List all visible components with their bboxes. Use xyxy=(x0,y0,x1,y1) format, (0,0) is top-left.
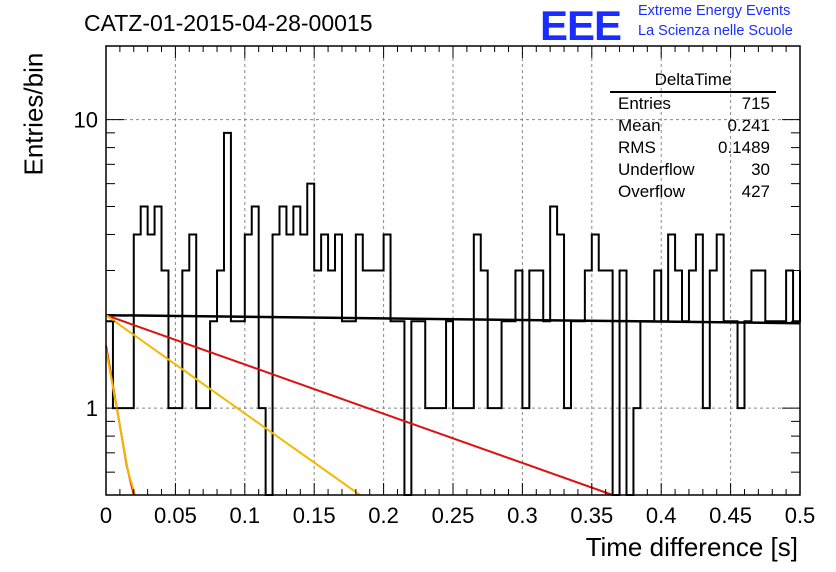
x-tick-label: 0.5 xyxy=(785,503,816,528)
stats-value: 30 xyxy=(751,160,770,179)
stats-label: Mean xyxy=(618,116,661,135)
x-tick-label: 0.35 xyxy=(570,503,613,528)
stats-value: 0.241 xyxy=(727,116,770,135)
stats-row: Mean 0.241 xyxy=(610,115,776,137)
stats-row: Overflow 427 xyxy=(610,181,776,203)
x-tick-label: 0.05 xyxy=(154,503,197,528)
x-tick-label: 0.1 xyxy=(230,503,261,528)
stats-label: RMS xyxy=(618,138,656,157)
y-tick-label: 1 xyxy=(86,396,98,421)
y-axis-label: Entries/bin xyxy=(18,52,49,176)
x-tick-label: 0.45 xyxy=(709,503,752,528)
stats-row: Underflow 30 xyxy=(610,159,776,181)
fit-curve xyxy=(105,314,613,496)
x-tick-label: 0.25 xyxy=(432,503,475,528)
x-tick-label: 0.15 xyxy=(293,503,336,528)
stats-title: DeltaTime xyxy=(610,70,776,93)
fit-curve xyxy=(105,313,801,325)
x-tick-label: 0.4 xyxy=(646,503,677,528)
eee-logo: EEE xyxy=(540,2,622,49)
x-tick-label: 0.3 xyxy=(507,503,538,528)
x-axis-label: Time difference [s] xyxy=(585,532,798,562)
stats-value: 427 xyxy=(741,182,770,201)
stats-value: 0.1489 xyxy=(718,138,770,157)
chart-title: CATZ-01-2015-04-28-00015 xyxy=(84,10,373,36)
fit-curve xyxy=(105,349,137,496)
stats-box: DeltaTime Entries 715 Mean 0.241 RMS 0.1489 Un… xyxy=(610,70,776,203)
stats-label: Entries xyxy=(618,94,671,113)
stats-row: Entries 715 xyxy=(610,93,776,115)
stats-label: Underflow xyxy=(618,160,695,179)
stats-rows: Entries 715 Mean 0.241 RMS 0.1489 Underflow 30 O… xyxy=(610,93,776,203)
logo-line-2: La Scienza nelle Scuole xyxy=(638,23,793,39)
stats-value: 715 xyxy=(741,94,770,113)
x-tick-label: 0.2 xyxy=(368,503,399,528)
stats-row: RMS 0.1489 xyxy=(610,137,776,159)
stats-label: Overflow xyxy=(618,182,686,201)
logo-line-1: Extreme Energy Events xyxy=(638,3,791,19)
fit-curve xyxy=(105,314,361,496)
y-tick-label: 10 xyxy=(74,108,98,133)
x-tick-label: 0 xyxy=(100,503,112,528)
